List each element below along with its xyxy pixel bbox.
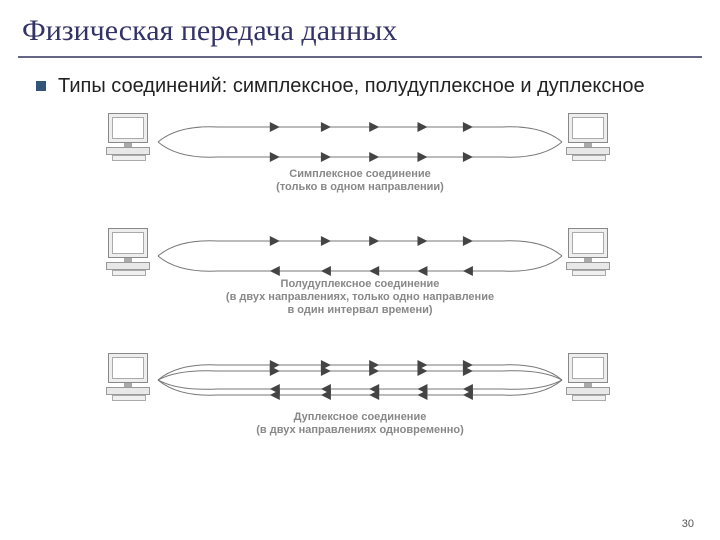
bullet-text: Типы соединений: симплексное, полудуплек… [58,74,645,99]
connection-diagram: Симплексное соединение(только в одном на… [40,113,680,463]
diagram-caption-duplex: Дуплексное соединение(в двух направления… [40,411,680,437]
bullet-marker-icon [36,81,46,91]
computer-icon [560,228,620,278]
bullet-item: Типы соединений: симплексное, полудуплек… [0,58,720,105]
diagram-caption-simplex: Симплексное соединение(только в одном на… [40,168,680,194]
computer-icon [100,113,160,163]
computer-icon [560,353,620,403]
computer-icon [560,113,620,163]
computer-icon [100,353,160,403]
page-number: 30 [682,518,694,530]
computer-icon [100,228,160,278]
diagram-caption-half-duplex: Полудуплексное соединение(в двух направл… [40,278,680,318]
page-title: Физическая передача данных [0,0,720,54]
